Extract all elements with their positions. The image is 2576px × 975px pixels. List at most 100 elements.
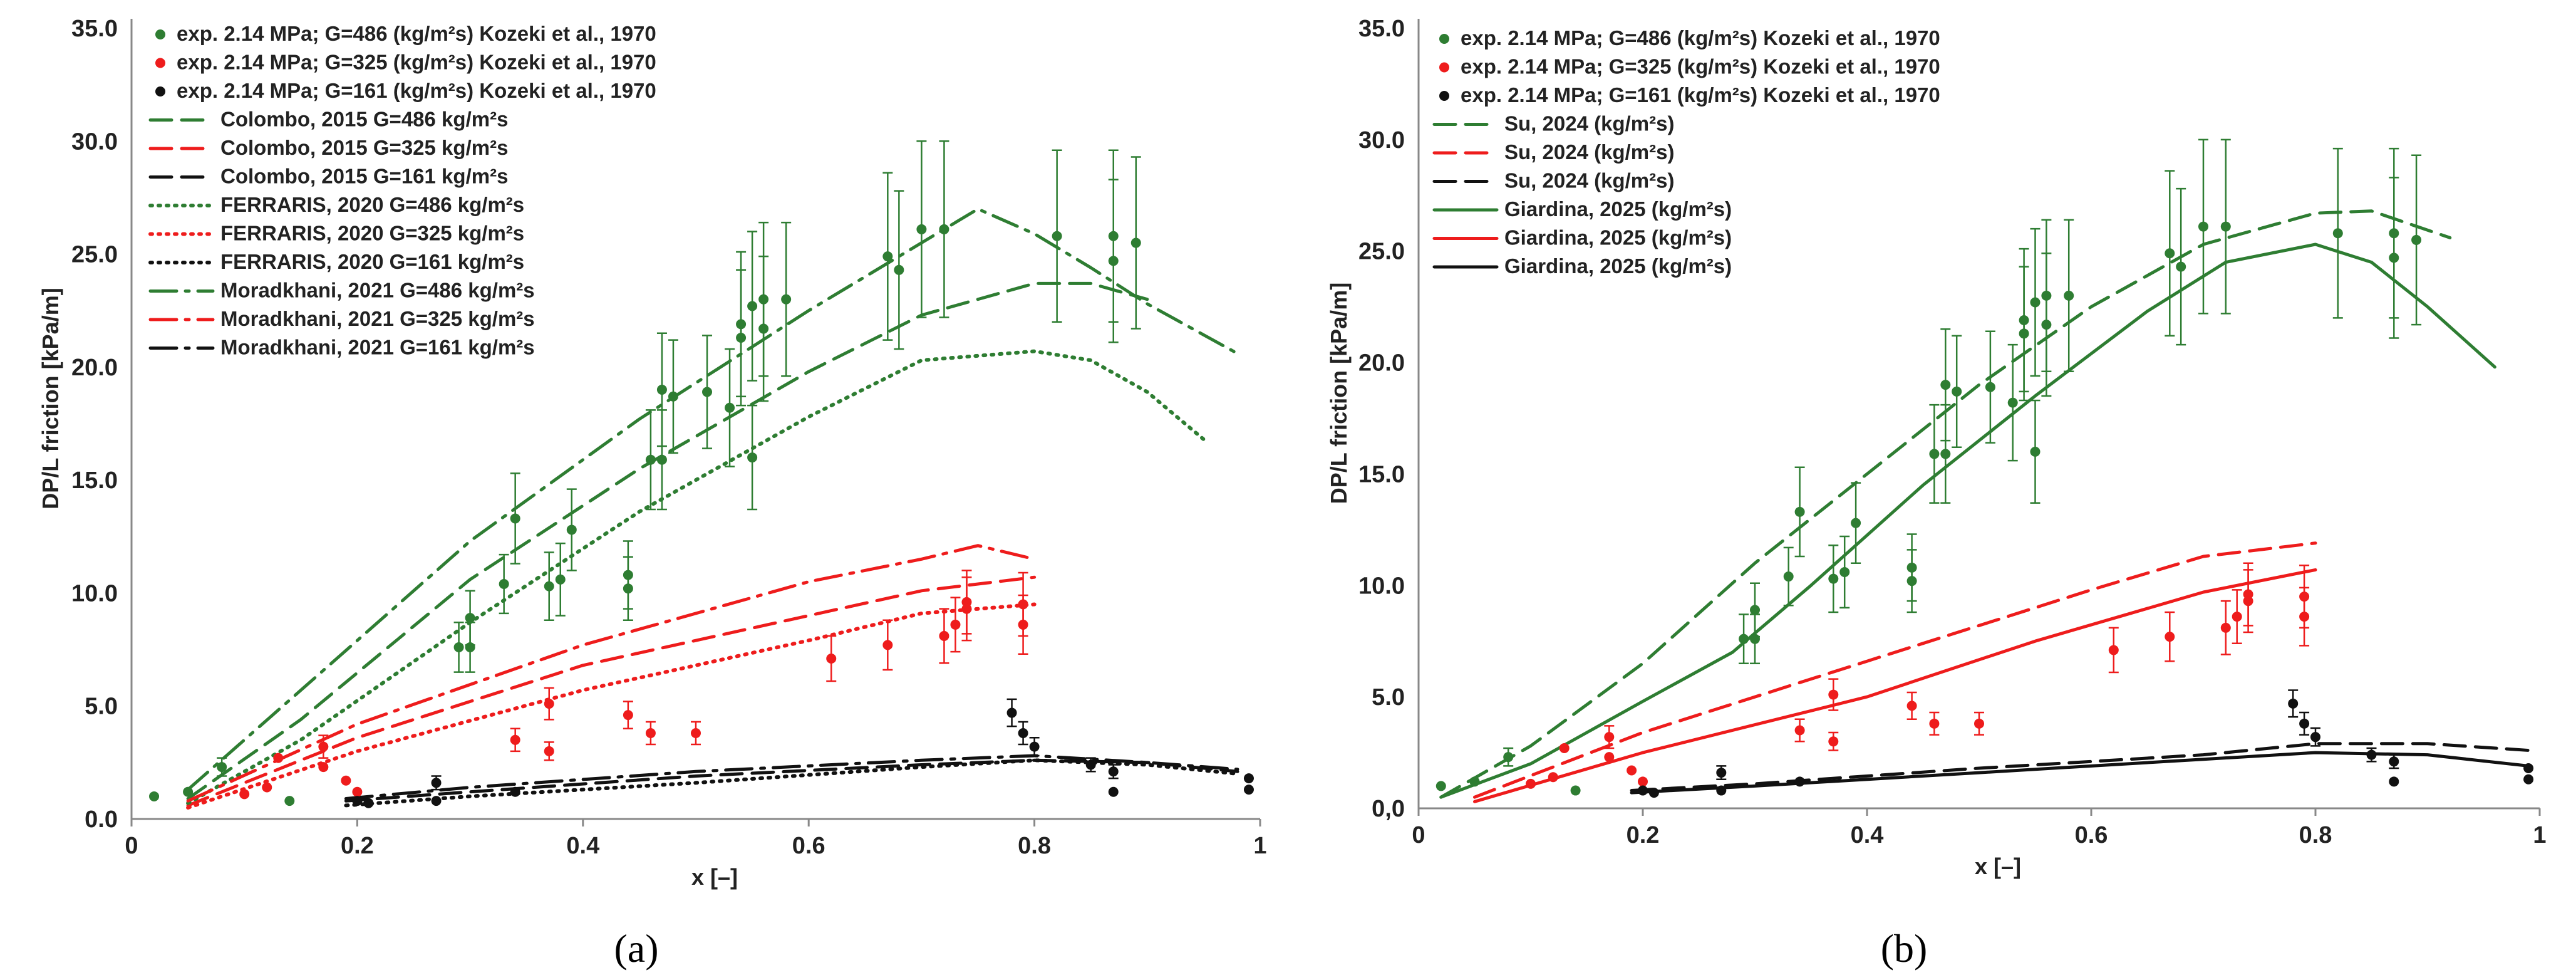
series-line-dash: [344, 758, 1239, 803]
legend-label: exp. 2.14 MPa; G=161 (kg/m²s) Kozeki et …: [1461, 83, 1940, 107]
data-point: [2176, 261, 2186, 272]
legend-label: Giardina, 2025 (kg/m²s): [1504, 226, 1732, 249]
data-point: [510, 513, 520, 524]
legend-item: exp. 2.14 MPa; G=161 (kg/m²s) Kozeki et …: [1439, 83, 1940, 107]
legend-item: exp. 2.14 MPa; G=325 (kg/m²s) Kozeki et …: [1439, 55, 1940, 78]
data-point: [1570, 785, 1581, 796]
data-point: [894, 264, 904, 275]
data-point: [1839, 566, 1850, 577]
data-point: [2041, 320, 2052, 330]
data-point: [1052, 231, 1062, 241]
legend-label: exp. 2.14 MPa; G=161 (kg/m²s) Kozeki et …: [177, 79, 656, 102]
data-point: [2030, 297, 2041, 308]
x-tick-label: 0.2: [1627, 822, 1660, 848]
data-point: [352, 786, 363, 797]
data-point: [1750, 605, 1760, 615]
legend-item: Su, 2024 (kg/m²s): [1432, 169, 1674, 192]
y-tick-label: 20.0: [1358, 350, 1405, 377]
data-point: [668, 391, 678, 402]
data-point: [1085, 759, 1096, 770]
series-line-dot: [186, 602, 1037, 810]
data-point: [239, 789, 250, 800]
data-point: [1828, 689, 1839, 700]
legend-item: Giardina, 2025 (kg/m²s): [1432, 197, 1732, 221]
x-tick-label: 0.2: [341, 833, 374, 859]
data-point: [623, 710, 633, 721]
data-point: [702, 387, 713, 397]
y-tick-label: 25.0: [71, 242, 118, 268]
data-point: [431, 796, 442, 806]
legend-item: FERRARIS, 2020 G=486 kg/m²s: [148, 193, 524, 216]
y-tick-label: 20.0: [71, 355, 118, 381]
data-point: [1243, 785, 1254, 795]
data-point: [656, 454, 667, 465]
data-point: [2019, 328, 2029, 339]
series-line-dash: [1439, 209, 2452, 799]
data-point: [882, 640, 893, 650]
data-point: [2523, 774, 2534, 785]
legend-label: Moradkhani, 2021 G=325 kg/m²s: [220, 307, 535, 330]
data-point: [2389, 756, 2399, 767]
legend-marker: [155, 58, 165, 68]
legend-marker: [155, 86, 165, 96]
data-point: [2220, 622, 2231, 633]
data-point: [2165, 248, 2175, 259]
series-line-solid: [1630, 751, 2530, 795]
y-tick-label: 5.0: [1372, 684, 1405, 711]
x-axis-title: x [–]: [1975, 853, 2021, 879]
legend-item: exp. 2.14 MPa; G=486 (kg/m²s) Kozeki et …: [155, 22, 656, 45]
legend-item: exp. 2.14 MPa; G=325 (kg/m²s) Kozeki et …: [155, 51, 656, 74]
x-tick-label: 0.6: [2075, 822, 2108, 848]
legend-label: Colombo, 2015 G=325 kg/m²s: [220, 136, 508, 159]
legend-item: Giardina, 2025 (kg/m²s): [1432, 254, 1732, 278]
data-point: [1108, 786, 1119, 797]
x-tick-label: 0.8: [2299, 822, 2332, 848]
data-point: [1018, 619, 1028, 630]
series-line-dash: [186, 575, 1037, 807]
data-point: [826, 653, 837, 664]
data-point: [544, 581, 554, 592]
data-point: [2007, 397, 2018, 408]
data-point: [1503, 752, 1514, 763]
chart-panel-b: 0,0 5.0 10.0 15.0 20.0 25.0 30.0 35.0 0 0.2 0.4 0.6…: [1326, 16, 2547, 971]
data-point: [758, 323, 769, 334]
data-point: [939, 224, 949, 234]
panel-label: (b): [1881, 926, 1928, 971]
y-tick-label: 5.0: [85, 694, 118, 720]
data-point: [2220, 221, 2231, 232]
data-point: [1108, 256, 1119, 266]
series-line-solid: [1473, 568, 2317, 803]
data-point: [318, 762, 329, 773]
data-point: [2389, 776, 2399, 787]
data-point: [318, 741, 329, 752]
data-point: [1828, 573, 1839, 584]
data-point: [217, 762, 227, 773]
y-tick-label: 35.0: [71, 16, 118, 42]
data-point: [916, 224, 927, 234]
legend-item: exp. 2.14 MPa; G=486 (kg/m²s) Kozeki et …: [1439, 26, 1940, 50]
data-point: [2310, 732, 2320, 743]
y-tick-label: 25.0: [1358, 239, 1405, 265]
data-point: [1548, 772, 1558, 783]
legend-marker: [1439, 91, 1449, 101]
data-point: [656, 384, 667, 395]
y-tick-label: 0.0: [85, 806, 118, 833]
data-point: [499, 579, 509, 590]
data-point: [645, 727, 656, 738]
data-point: [453, 642, 464, 652]
data-point: [1906, 562, 1917, 573]
data-point: [1559, 743, 1570, 753]
data-point: [2108, 645, 2119, 655]
data-point: [555, 574, 566, 585]
data-point: [544, 746, 554, 756]
data-point: [1828, 736, 1839, 747]
data-point: [2030, 446, 2041, 457]
legend-item: Su, 2024 (kg/m²s): [1432, 112, 1674, 135]
legend-label: Su, 2024 (kg/m²s): [1504, 112, 1674, 135]
series-line-dash: [1630, 742, 2530, 792]
legend-item: Colombo, 2015 G=161 kg/m²s: [148, 165, 508, 188]
legend-label: Moradkhani, 2021 G=161 kg/m²s: [220, 336, 535, 359]
legend-item: Giardina, 2025 (kg/m²s): [1432, 226, 1732, 249]
legend-item: FERRARIS, 2020 G=161 kg/m²s: [148, 250, 524, 273]
legend-marker: [155, 29, 165, 39]
